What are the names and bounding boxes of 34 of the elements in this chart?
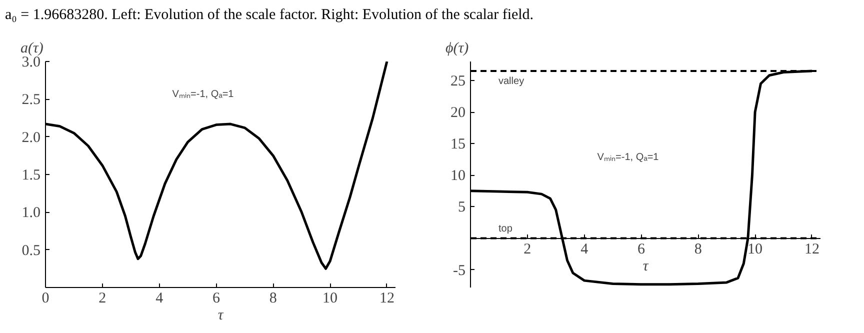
x-tick-label: 4 xyxy=(156,290,164,307)
y-tick-label: 15 xyxy=(450,136,466,153)
ref-line-label: top xyxy=(498,224,513,235)
y-tick-label: 0.5 xyxy=(22,243,40,260)
x-tick-label: 12 xyxy=(379,290,394,307)
y-axis-title: ϕ(τ) xyxy=(446,40,469,57)
y-tick-label: 1.5 xyxy=(22,168,40,184)
x-tick-label: 10 xyxy=(748,242,763,258)
x-tick-label: 0 xyxy=(42,290,50,307)
y-tick-label: 1.0 xyxy=(22,206,40,222)
chart-title: a₀ = 1.96683280. Left: Evolution of the scale factor. Right: Evolution of the scalar field. xyxy=(5,6,534,25)
x-tick-label: 6 xyxy=(637,242,646,258)
y-tick-label: 3.0 xyxy=(22,54,40,71)
y-tick-label: 20 xyxy=(450,105,466,122)
x-tick-label: 8 xyxy=(694,242,702,258)
x-tick-label: 12 xyxy=(804,242,820,258)
x-tick-label: 4 xyxy=(580,242,589,258)
x-axis-title: τ xyxy=(218,308,224,324)
x-tick-label: 10 xyxy=(322,290,338,307)
y-tick-label: 10 xyxy=(450,168,466,185)
y-tick-label: 25 xyxy=(450,74,466,90)
x-tick-label: 2 xyxy=(524,242,532,258)
x-tick-label: 2 xyxy=(98,290,106,307)
y-tick-label: 2.0 xyxy=(22,130,40,146)
annotation: Vₘᵢₙ=-1, Qₐ=1 xyxy=(597,152,660,164)
y-tick-label: 2.5 xyxy=(22,92,40,109)
y-tick-label: -5 xyxy=(453,263,466,280)
x-tick-label: 6 xyxy=(212,290,220,307)
x-tick-label: 8 xyxy=(269,290,277,307)
x-axis-title: τ xyxy=(642,258,649,275)
annotation: Vₘᵢₙ=-1, Qₐ=1 xyxy=(172,89,234,100)
y-tick-label: 5 xyxy=(458,200,466,216)
ref-line-label: valley xyxy=(498,76,524,88)
y-axis-title: a(τ) xyxy=(20,40,44,57)
